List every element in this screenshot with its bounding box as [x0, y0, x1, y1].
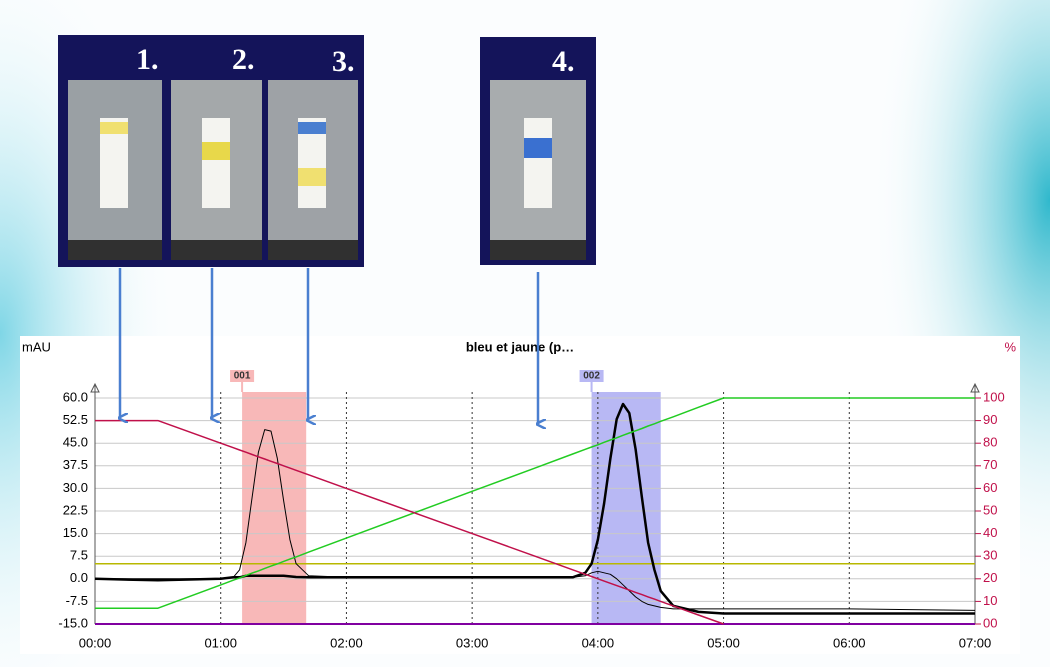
x-tick-label: 03:00 [456, 635, 489, 650]
panel-label: 1. [136, 43, 159, 76]
fraction-label: 002 [583, 371, 600, 382]
panel-label: 2. [232, 43, 255, 76]
y2-tick-label: 100 [983, 389, 1005, 404]
x-tick-label: 00:00 [79, 635, 112, 650]
y2-tick-label: 10 [983, 593, 997, 608]
series-line [94, 402, 975, 615]
y-tick-label: 37.5 [63, 457, 88, 472]
photo-panel: 4. [480, 37, 596, 265]
y2-tick-label: 20 [983, 570, 997, 585]
arrows [120, 268, 538, 424]
x-tick-label: 06:00 [833, 635, 866, 650]
x-tick-label: 07:00 [959, 635, 992, 650]
y-tick-label: -15.0 [58, 615, 88, 630]
y-tick-label: 7.5 [70, 548, 88, 563]
y-axis-label: mAU [22, 339, 51, 354]
y2-tick-label: 80 [983, 435, 997, 450]
axis-arrow [90, 382, 100, 393]
y-tick-label: 60.0 [63, 389, 88, 404]
x-tick-label: 05:00 [707, 635, 740, 650]
y-tick-label: 30.0 [63, 480, 88, 495]
y-tick-label: 45.0 [63, 435, 88, 450]
chart-area [20, 336, 1020, 654]
photo-panel: 1. 2. 3. [58, 35, 364, 267]
y-tick-label: -7.5 [66, 593, 88, 608]
y-tick-label: 0.0 [70, 570, 88, 585]
series-line [95, 419, 724, 625]
axis-arrow [970, 382, 980, 393]
chart: mAU bleu et jaune (p… % 001 002 60.0 52.5 45… [22, 339, 1016, 650]
y2-tick-label: 70 [983, 457, 997, 472]
y2-tick-label: 90 [983, 412, 997, 427]
x-tick-label: 01:00 [204, 635, 237, 650]
y-tick-label: 52.5 [63, 412, 88, 427]
series-line [95, 397, 975, 609]
y2-axis-label: % [1004, 339, 1016, 354]
fraction-tag [579, 370, 604, 382]
y2-tick-label: 50 [983, 502, 997, 517]
chart-title: bleu et jaune (p… [466, 339, 574, 354]
y-tick-label: 15.0 [63, 525, 88, 540]
y2-tick-label: 30 [983, 548, 997, 563]
fraction [242, 392, 307, 624]
y-tick-label: 22.5 [63, 502, 88, 517]
panel-label: 4. [552, 45, 575, 78]
y2-tick-label: 60 [983, 480, 997, 495]
fraction-tag [230, 370, 255, 382]
fraction-label: 001 [234, 371, 251, 382]
x-tick-label: 04:00 [582, 635, 615, 650]
y2-tick-label: 40 [983, 525, 997, 540]
x-tick-label: 02:00 [330, 635, 363, 650]
y2-tick-label: 00 [983, 615, 997, 630]
panel-label: 3. [332, 45, 355, 78]
